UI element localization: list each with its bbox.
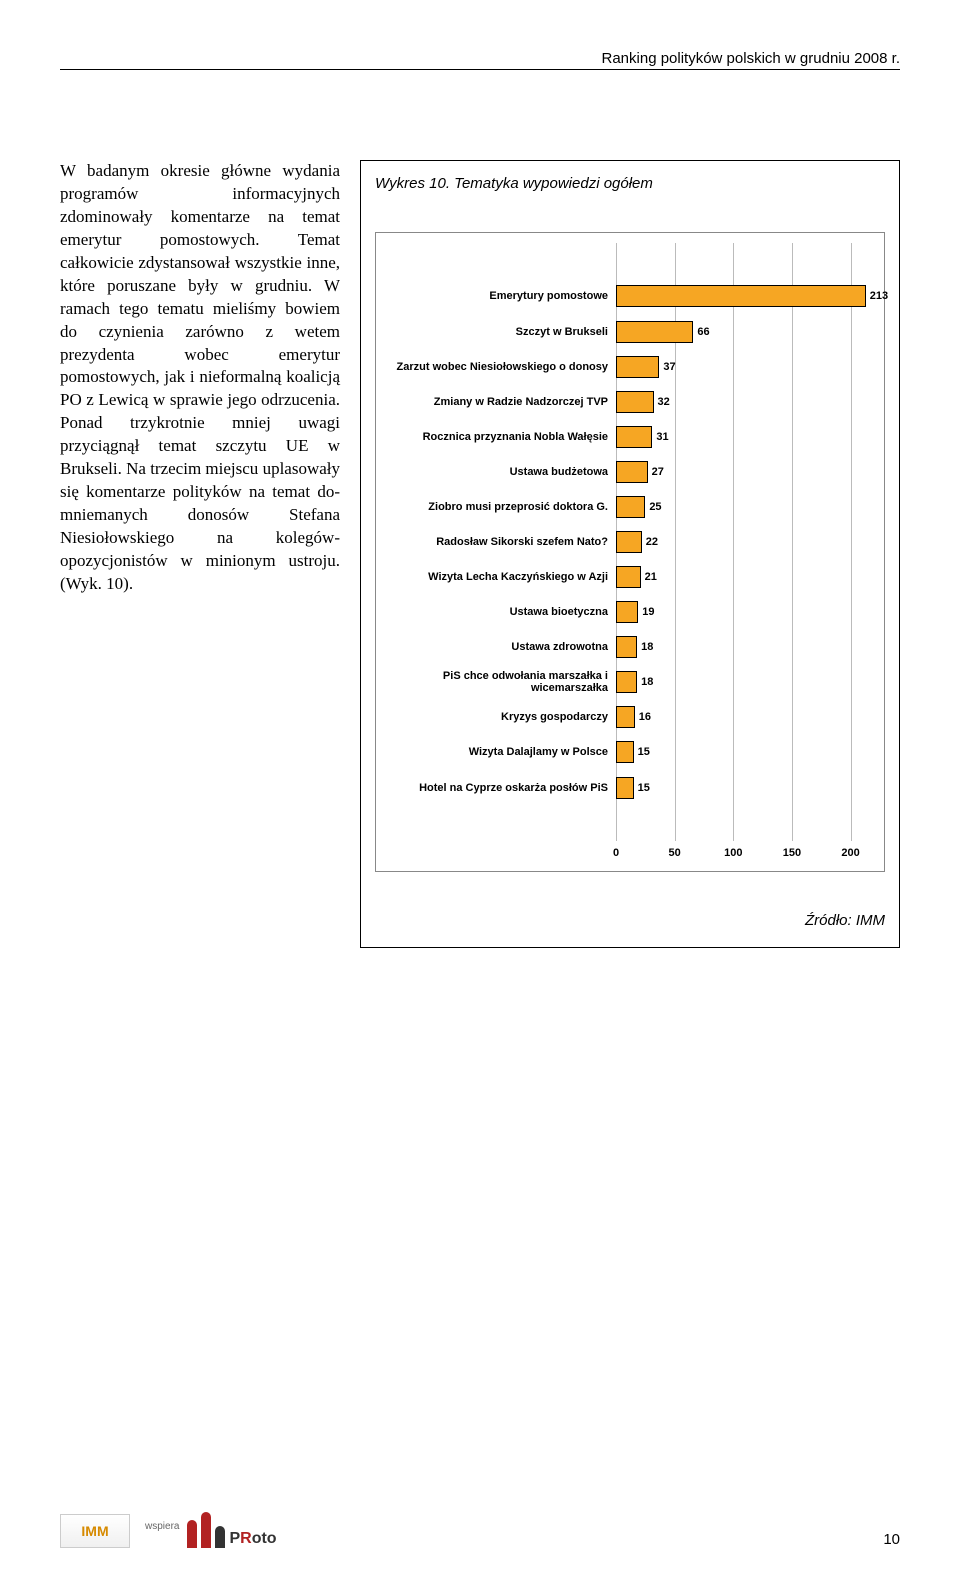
bar: 25 xyxy=(616,496,645,518)
bar-value: 37 xyxy=(663,361,675,373)
bar-row: Kryzys gospodarczy16 xyxy=(616,706,874,728)
bar-value: 18 xyxy=(641,641,653,653)
wspiera-label: wspiera xyxy=(145,1521,179,1532)
bar-row: Ustawa budżetowa27 xyxy=(616,461,874,483)
bar: 16 xyxy=(616,706,635,728)
bar: 213 xyxy=(616,285,866,307)
bar-value: 15 xyxy=(638,746,650,758)
chart-title: Wykres 10. Tematyka wypowiedzi ogółem xyxy=(375,175,885,192)
bar-value: 22 xyxy=(646,536,658,548)
proto-text: PRoto xyxy=(229,1530,276,1548)
page-header: Ranking polityków polskich w grudniu 200… xyxy=(60,50,900,70)
page-number: 10 xyxy=(883,1531,900,1548)
bar: 21 xyxy=(616,566,641,588)
chart-plot: Emerytury pomostowe213 Szczyt w Brukseli6… xyxy=(616,243,874,841)
imm-logo: IMM xyxy=(60,1514,130,1548)
bar-row: Emerytury pomostowe213 xyxy=(616,285,874,307)
bar: 22 xyxy=(616,531,642,553)
bar-row: Radosław Sikorski szefem Nato?22 xyxy=(616,531,874,553)
bar-row: Wizyta Lecha Kaczyńskiego w Azji21 xyxy=(616,566,874,588)
bar-row: Szczyt w Brukseli66 xyxy=(616,321,874,343)
figure-icon xyxy=(187,1520,197,1548)
bar-row: PiS chce odwołania marszałka i wicemarsz… xyxy=(616,671,874,693)
bar-value: 31 xyxy=(656,431,668,443)
bar-value: 21 xyxy=(645,571,657,583)
bar-value: 27 xyxy=(652,466,664,478)
bar-row: Wizyta Dalajlamy w Polsce15 xyxy=(616,741,874,763)
bar: 15 xyxy=(616,777,634,799)
bar-label: Ziobro musi przeprosić doktora G. xyxy=(378,501,608,513)
bar-row: Ustawa zdrowotna18 xyxy=(616,636,874,658)
bar-label: PiS chce odwołania marszałka i wicemarsz… xyxy=(378,670,608,694)
bar-row: Zmiany w Radzie Nadzorczej TVP32 xyxy=(616,391,874,413)
page-footer: IMM wspiera PRoto 10 xyxy=(60,1498,900,1548)
bar-label: Kryzys gospodarczy xyxy=(378,711,608,723)
bar-label: Ustawa bioetyczna xyxy=(378,606,608,618)
bar: 32 xyxy=(616,391,654,413)
bar-value: 32 xyxy=(658,396,670,408)
bar-row: Rocznica przyznania Nobla Wałęsie31 xyxy=(616,426,874,448)
bar: 18 xyxy=(616,671,637,693)
bar: 31 xyxy=(616,426,652,448)
bar-label: Rocznica przyznania Nobla Wałęsie xyxy=(378,431,608,443)
bar-value: 16 xyxy=(639,711,651,723)
bar-row: Ustawa bioetyczna19 xyxy=(616,601,874,623)
bar-value: 15 xyxy=(638,782,650,794)
chart-container: Wykres 10. Tematyka wypowiedzi ogółem Em… xyxy=(360,160,900,948)
bar-label: Radosław Sikorski szefem Nato? xyxy=(378,536,608,548)
bar: 18 xyxy=(616,636,637,658)
bar-label: Wizyta Dalajlamy w Polsce xyxy=(378,746,608,758)
chart-source: Źródło: IMM xyxy=(375,912,885,929)
bar-value: 66 xyxy=(697,326,709,338)
body-paragraph: W badanym okresie główne wydania program… xyxy=(60,160,340,948)
proto-logo: wspiera PRoto xyxy=(145,1504,277,1548)
bar-label: Hotel na Cyprze oskarża posłów PiS xyxy=(378,782,608,794)
bar-label: Szczyt w Brukseli xyxy=(378,325,608,337)
bar: 66 xyxy=(616,321,693,343)
x-tick-label: 100 xyxy=(724,847,742,859)
bar-value: 18 xyxy=(641,676,653,688)
bar-label: Ustawa zdrowotna xyxy=(378,641,608,653)
bar-label: Wizyta Lecha Kaczyńskiego w Azji xyxy=(378,571,608,583)
bar: 15 xyxy=(616,741,634,763)
bar-label: Zmiany w Radzie Nadzorczej TVP xyxy=(378,396,608,408)
x-tick-label: 150 xyxy=(783,847,801,859)
bar: 19 xyxy=(616,601,638,623)
bar-value: 25 xyxy=(649,501,661,513)
x-tick-label: 0 xyxy=(613,847,619,859)
x-tick-label: 200 xyxy=(841,847,859,859)
figure-icon xyxy=(201,1512,211,1548)
bar-value: 213 xyxy=(870,290,888,302)
bar-row: Zarzut wobec Niesiołowskiego o donosy37 xyxy=(616,356,874,378)
bar-label: Emerytury pomostowe xyxy=(378,290,608,302)
main-content: W badanym okresie główne wydania program… xyxy=(60,160,900,948)
chart-x-axis: 0 50 100 150 200 xyxy=(616,847,874,865)
figure-icon xyxy=(215,1526,225,1548)
x-tick-label: 50 xyxy=(669,847,681,859)
bar-row: Hotel na Cyprze oskarża posłów PiS15 xyxy=(616,777,874,799)
bar-value: 19 xyxy=(642,606,654,618)
chart-area: Emerytury pomostowe213Szczyt w Brukseli6… xyxy=(375,232,885,872)
bar-label: Ustawa budżetowa xyxy=(378,466,608,478)
bar-row: Ziobro musi przeprosić doktora G.25 xyxy=(616,496,874,518)
bar-label: Zarzut wobec Niesiołowskiego o donosy xyxy=(378,361,608,373)
bar: 27 xyxy=(616,461,648,483)
bar: 37 xyxy=(616,356,659,378)
